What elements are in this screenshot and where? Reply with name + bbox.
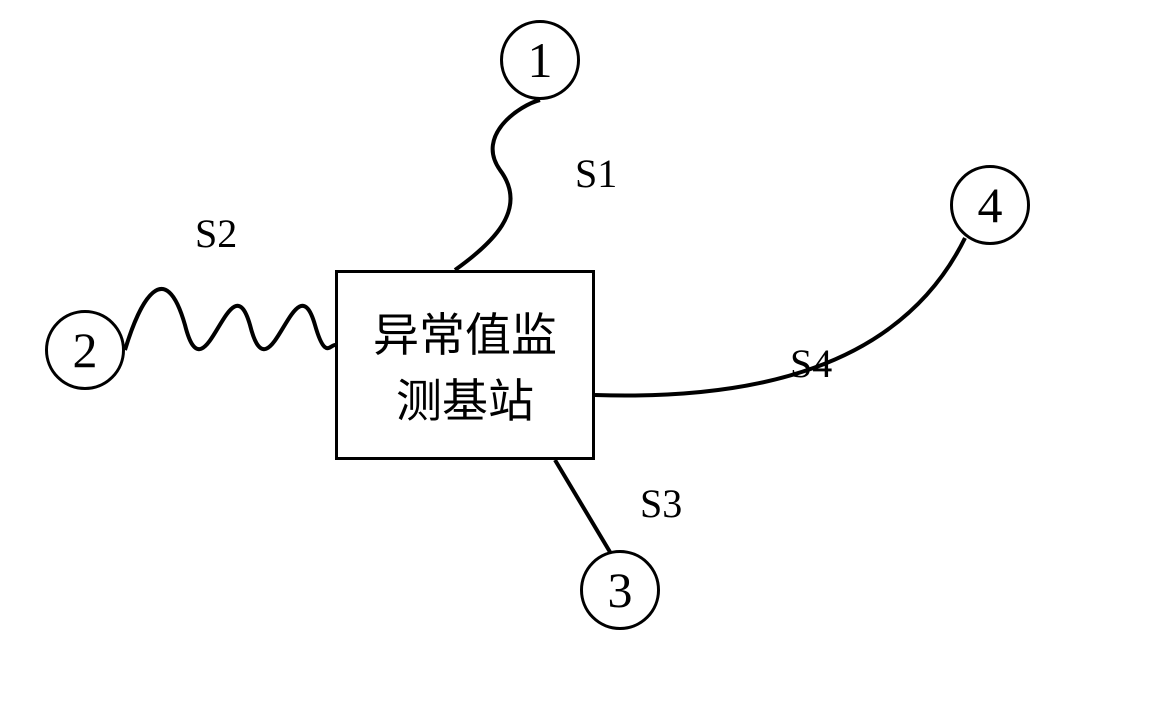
edge-label-s1: S1	[575, 150, 617, 197]
node-4: 4	[950, 165, 1030, 245]
node-1: 1	[500, 20, 580, 100]
node-4-label: 4	[978, 176, 1003, 234]
node-3-label: 3	[608, 561, 633, 619]
node-1-label: 1	[528, 31, 553, 89]
edge-label-s3: S3	[640, 480, 682, 527]
center-box-line2: 测基站	[396, 365, 534, 431]
edge-s2-path	[125, 289, 335, 350]
node-2: 2	[45, 310, 125, 390]
node-2-label: 2	[73, 321, 98, 379]
edge-s3-path	[555, 460, 610, 552]
node-3: 3	[580, 550, 660, 630]
edge-s4-path	[595, 238, 965, 396]
diagram-container: 异常值监 测基站 1 2 3 4 S1 S2 S3 S4	[0, 0, 1158, 701]
edge-label-s4: S4	[790, 340, 832, 387]
edge-s1-path	[455, 100, 540, 270]
center-box: 异常值监 测基站	[335, 270, 595, 460]
center-box-line1: 异常值监	[373, 299, 557, 365]
edge-label-s2: S2	[195, 210, 237, 257]
